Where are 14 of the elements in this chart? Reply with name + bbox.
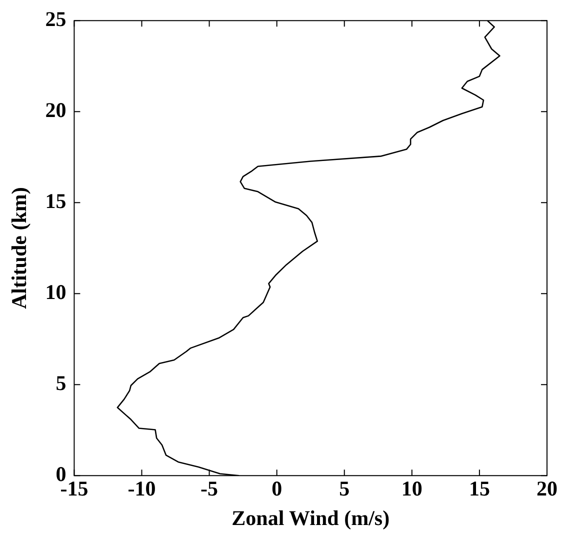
y-tick-label: 10 [45, 280, 66, 304]
x-tick-label: 10 [401, 476, 422, 501]
y-tick-label: 5 [56, 371, 66, 396]
y-tick-label: 25 [45, 7, 66, 32]
x-tick-label: 20 [536, 476, 558, 501]
x-tick-label: -10 [128, 476, 156, 501]
y-tick-label: 20 [45, 98, 66, 122]
y-axis-title: Altitude (km) [7, 187, 32, 310]
x-axis-title: Zonal Wind (m/s) [232, 506, 390, 530]
x-tick-label: 0 [272, 476, 282, 501]
y-tick-label: 15 [45, 189, 66, 214]
x-tick-label: -5 [200, 476, 218, 501]
x-tick-label: 15 [468, 476, 490, 501]
x-tick-label: 5 [339, 476, 350, 501]
